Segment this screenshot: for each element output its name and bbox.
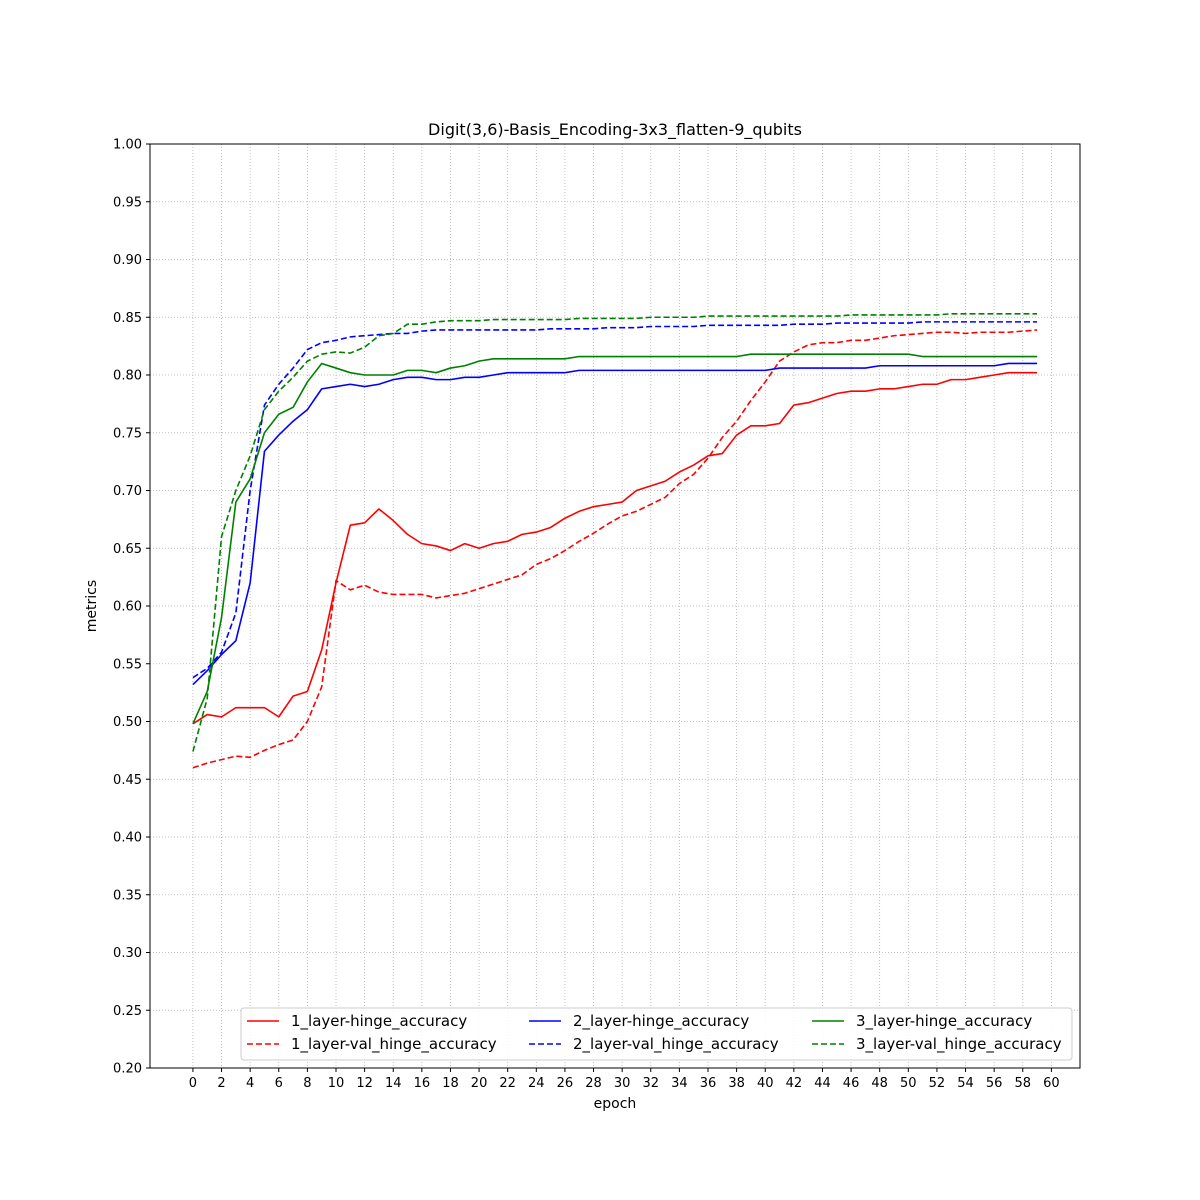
series-line-0: [192, 371, 1038, 725]
x-tick-label: 38: [728, 1076, 745, 1091]
y-tick-label: 0.95: [113, 195, 142, 210]
y-tick-label: 1.00: [113, 138, 142, 153]
x-tick-label: 26: [557, 1076, 574, 1091]
x-tick-label: 20: [471, 1076, 488, 1091]
legend-label-3: 2_layer-val_hinge_accuracy: [573, 1035, 779, 1054]
x-tick-label: 50: [900, 1076, 917, 1091]
x-tick-label: 28: [585, 1076, 602, 1091]
y-tick-label: 0.60: [113, 600, 142, 615]
y-tick-label: 0.40: [113, 831, 142, 846]
legend-label-1: 1_layer-val_hinge_accuracy: [291, 1035, 497, 1054]
legend-label-2: 2_layer-hinge_accuracy: [573, 1012, 749, 1031]
legend: 1_layer-hinge_accuracy 2_layer-hinge_accu…: [240, 1007, 1073, 1061]
series-line-4: [192, 353, 1038, 725]
y-tick-label: 0.20: [113, 1062, 142, 1077]
y-tick-label: 0.35: [113, 888, 142, 903]
legend-label-0: 1_layer-hinge_accuracy: [291, 1012, 467, 1031]
series-line-1: [192, 329, 1038, 769]
x-tick-label: 44: [814, 1076, 831, 1091]
x-tick-label: 46: [843, 1076, 860, 1091]
x-tick-label: 32: [642, 1076, 659, 1091]
legend-box: [240, 1007, 1073, 1061]
x-tick-label: 14: [385, 1076, 402, 1091]
y-tick-label: 0.65: [113, 542, 142, 557]
x-tick-label: 0: [189, 1076, 197, 1091]
x-tick-label: 52: [929, 1076, 946, 1091]
y-tick-label: 0.90: [113, 253, 142, 268]
y-axis-label: metrics: [84, 580, 100, 632]
y-tick-label: 0.45: [113, 773, 142, 788]
x-tick-label: 40: [757, 1076, 774, 1091]
x-tick-label: 30: [614, 1076, 631, 1091]
y-tick-label: 0.50: [113, 715, 142, 730]
legend-label-4: 3_layer-hinge_accuracy: [856, 1012, 1032, 1031]
x-tick-label: 58: [1014, 1076, 1031, 1091]
grid: [150, 143, 1080, 1069]
y-tick-label: 0.25: [113, 1004, 142, 1019]
axis-ticks: 0 2 4 6 8 10 12 14 16 18 20 22 24 26 28 30 32 34 36 38 40 42 4…: [113, 138, 1060, 1092]
x-tick-label: 54: [957, 1076, 974, 1091]
x-tick-label: 16: [414, 1076, 431, 1091]
x-tick-label: 36: [700, 1076, 717, 1091]
x-tick-label: 34: [671, 1076, 688, 1091]
series-line-5: [192, 312, 1038, 752]
legend-label-5: 3_layer-val_hinge_accuracy: [856, 1035, 1062, 1054]
y-tick-label: 0.55: [113, 657, 142, 672]
x-tick-label: 10: [328, 1076, 345, 1091]
x-tick-label: 42: [786, 1076, 803, 1091]
series-lines: [192, 312, 1038, 769]
y-tick-label: 0.80: [113, 369, 142, 384]
x-tick-label: 12: [356, 1076, 373, 1091]
x-tick-label: 2: [217, 1076, 225, 1091]
series-line-2: [192, 362, 1038, 686]
y-tick-label: 0.85: [113, 311, 142, 326]
y-tick-label: 0.70: [113, 484, 142, 499]
series-line-3: [192, 321, 1038, 679]
x-tick-label: 24: [528, 1076, 545, 1091]
x-tick-label: 4: [246, 1076, 254, 1091]
y-tick-label: 0.75: [113, 426, 142, 441]
x-tick-label: 8: [303, 1076, 311, 1091]
x-tick-label: 6: [275, 1076, 283, 1091]
x-tick-label: 48: [871, 1076, 888, 1091]
x-tick-label: 60: [1043, 1076, 1060, 1091]
x-tick-label: 18: [442, 1076, 459, 1091]
chart-title: Digit(3,6)-Basis_Encoding-3x3_flatten-9_…: [428, 120, 802, 140]
y-tick-label: 0.30: [113, 946, 142, 961]
x-axis-label: epoch: [594, 1096, 637, 1112]
x-tick-label: 22: [499, 1076, 516, 1091]
x-tick-label: 56: [986, 1076, 1003, 1091]
